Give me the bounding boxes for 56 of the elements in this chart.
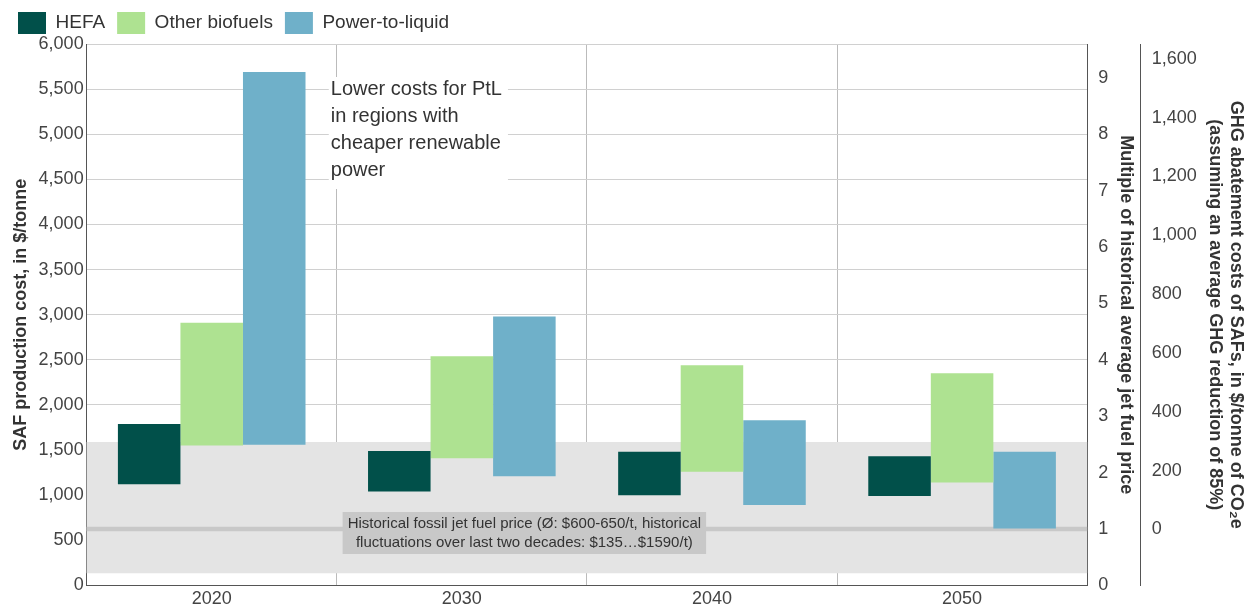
bar [618,451,681,496]
bar [493,316,556,477]
y3-tick-label: 400 [1151,400,1182,421]
y2-tick-label: 7 [1098,179,1109,200]
y2-tick-label: 1 [1098,517,1109,538]
y-tick-label: 1,000 [38,484,84,505]
bar [117,423,181,485]
y-tick-label: 500 [53,529,84,550]
legend-label: Power-to-liquid [322,11,450,33]
y3-tick-label: 1,000 [1151,224,1197,245]
y-tick-label: 2,000 [38,393,84,414]
x-tick-label: 2030 [441,588,482,609]
y-tick-label: 4,000 [38,213,84,234]
bar [930,373,994,483]
bar [430,356,494,459]
y2-tick-label: 9 [1098,66,1109,87]
y2-tick-label: 0 [1098,574,1109,595]
legend-label: HEFA [55,11,106,33]
bar [368,450,431,492]
y-tick-label: 3,500 [38,258,84,279]
bar [993,451,1056,529]
y3-tick-label: 0 [1151,518,1162,539]
bar [242,71,306,445]
legend-label: Other biofuels [154,11,273,33]
y-axis-title: SAF production cost, in $/tonne [9,178,30,451]
x-tick-label: 2020 [191,588,232,609]
bar [868,456,931,497]
y-tick-label: 0 [73,574,84,595]
bar [743,420,806,506]
y2-tick-label: 6 [1098,235,1109,256]
y2-axis-title: Multiple of historical average jet fuel price [1116,135,1137,495]
y3-tick-label: 1,400 [1151,106,1197,127]
y-tick-label: 5,000 [38,123,84,144]
annotation: Lower costs for PtL in regions with cheaper renewable power [330,76,502,180]
y3-tick-label: 1,600 [1151,47,1197,68]
y2-tick-label: 8 [1098,123,1109,144]
y-tick-label: 4,500 [38,168,84,189]
y-tick-label: 3,000 [38,303,84,324]
y-tick-label: 6,000 [38,32,84,53]
y3-tick-label: 200 [1151,459,1182,480]
y-tick-label: 2,500 [38,348,84,369]
y2-tick-label: 4 [1098,348,1109,369]
x-tick-label: 2040 [691,588,732,609]
y-tick-label: 5,500 [38,78,84,99]
y2-tick-label: 5 [1098,292,1109,313]
bar [180,322,243,446]
bar [680,365,744,472]
band-label: Historical fossil jet fuel price (Ø: $600-650/t, historical fluctuations over last two decades: $135…$1590/t) [347,513,702,550]
y3-axis-title: GHG abatement costs of SAFs, in $/tonne of CO₂e (assuming an average GHG reduction of 85%) [1205,100,1248,529]
y-tick-label: 1,500 [38,439,84,460]
y2-tick-label: 3 [1098,405,1109,426]
y3-tick-label: 1,200 [1151,165,1197,186]
x-tick-label: 2050 [942,588,983,609]
y2-tick-label: 2 [1098,461,1109,482]
y3-tick-label: 600 [1151,341,1182,362]
y3-tick-label: 800 [1151,283,1182,304]
